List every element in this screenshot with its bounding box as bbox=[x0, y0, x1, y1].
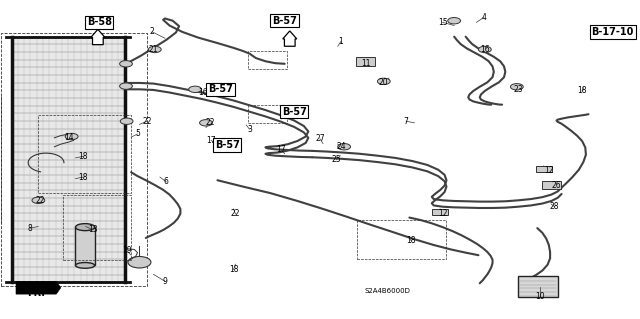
Text: 22: 22 bbox=[205, 118, 214, 127]
Text: 15: 15 bbox=[438, 18, 447, 27]
Circle shape bbox=[32, 197, 45, 204]
Circle shape bbox=[148, 46, 161, 53]
Ellipse shape bbox=[128, 256, 151, 268]
Circle shape bbox=[65, 133, 78, 140]
Circle shape bbox=[120, 83, 132, 89]
Text: 7: 7 bbox=[404, 117, 408, 126]
Text: 18: 18 bbox=[577, 86, 587, 95]
Polygon shape bbox=[91, 29, 105, 45]
Text: 27: 27 bbox=[315, 134, 324, 143]
Text: 18: 18 bbox=[79, 173, 88, 182]
Text: 11: 11 bbox=[361, 59, 371, 68]
Text: 25: 25 bbox=[332, 155, 341, 164]
Text: B-17-10: B-17-10 bbox=[591, 27, 634, 37]
Text: 24: 24 bbox=[337, 142, 346, 151]
Circle shape bbox=[200, 120, 212, 126]
Text: B-58: B-58 bbox=[86, 17, 111, 27]
Circle shape bbox=[189, 86, 202, 93]
Circle shape bbox=[511, 84, 524, 90]
Text: 18: 18 bbox=[79, 152, 88, 161]
Text: 26: 26 bbox=[552, 181, 561, 190]
Bar bbox=[542, 181, 561, 189]
Text: 21: 21 bbox=[148, 45, 158, 54]
Bar bbox=[518, 276, 558, 297]
Text: 13: 13 bbox=[88, 225, 97, 234]
Bar bbox=[536, 166, 552, 172]
Text: B-57: B-57 bbox=[208, 84, 233, 94]
Text: 23: 23 bbox=[513, 85, 523, 94]
Polygon shape bbox=[16, 281, 61, 294]
Bar bbox=[356, 57, 376, 66]
Polygon shape bbox=[283, 31, 297, 46]
Text: 20: 20 bbox=[379, 78, 388, 87]
Bar bbox=[76, 227, 95, 265]
Text: 22: 22 bbox=[142, 117, 152, 126]
Text: B-57: B-57 bbox=[272, 16, 297, 26]
Text: 8: 8 bbox=[28, 224, 33, 233]
Text: 22: 22 bbox=[230, 209, 240, 218]
Bar bbox=[432, 209, 448, 215]
Text: 5: 5 bbox=[135, 130, 140, 138]
Text: 12: 12 bbox=[438, 209, 447, 218]
Circle shape bbox=[479, 46, 492, 53]
Text: 2: 2 bbox=[150, 27, 155, 36]
Text: S2A4B6000D: S2A4B6000D bbox=[364, 288, 410, 294]
Circle shape bbox=[338, 144, 351, 150]
Text: 1: 1 bbox=[339, 37, 343, 46]
Bar bbox=[12, 37, 125, 282]
Text: 10: 10 bbox=[536, 292, 545, 300]
Ellipse shape bbox=[76, 263, 95, 268]
Text: B-57: B-57 bbox=[214, 140, 239, 150]
Text: FR.: FR. bbox=[28, 287, 45, 298]
Text: 17: 17 bbox=[276, 145, 286, 154]
Text: 18: 18 bbox=[406, 236, 416, 245]
Text: 18: 18 bbox=[228, 265, 238, 274]
Ellipse shape bbox=[76, 224, 95, 231]
Text: 16: 16 bbox=[198, 88, 208, 97]
Text: 9: 9 bbox=[163, 277, 168, 286]
Text: 3: 3 bbox=[247, 125, 252, 134]
Text: 4: 4 bbox=[481, 13, 486, 22]
Text: 17: 17 bbox=[206, 136, 216, 145]
Text: B-57: B-57 bbox=[282, 107, 307, 117]
Text: 6: 6 bbox=[164, 177, 169, 186]
Text: 22: 22 bbox=[36, 197, 45, 205]
Text: 14: 14 bbox=[64, 133, 74, 142]
Text: 16: 16 bbox=[480, 45, 490, 54]
Circle shape bbox=[448, 18, 461, 24]
Text: 19: 19 bbox=[122, 246, 131, 255]
Circle shape bbox=[378, 78, 390, 85]
Circle shape bbox=[120, 118, 133, 124]
Text: 12: 12 bbox=[544, 166, 554, 175]
Circle shape bbox=[120, 61, 132, 67]
Text: 28: 28 bbox=[550, 202, 559, 211]
